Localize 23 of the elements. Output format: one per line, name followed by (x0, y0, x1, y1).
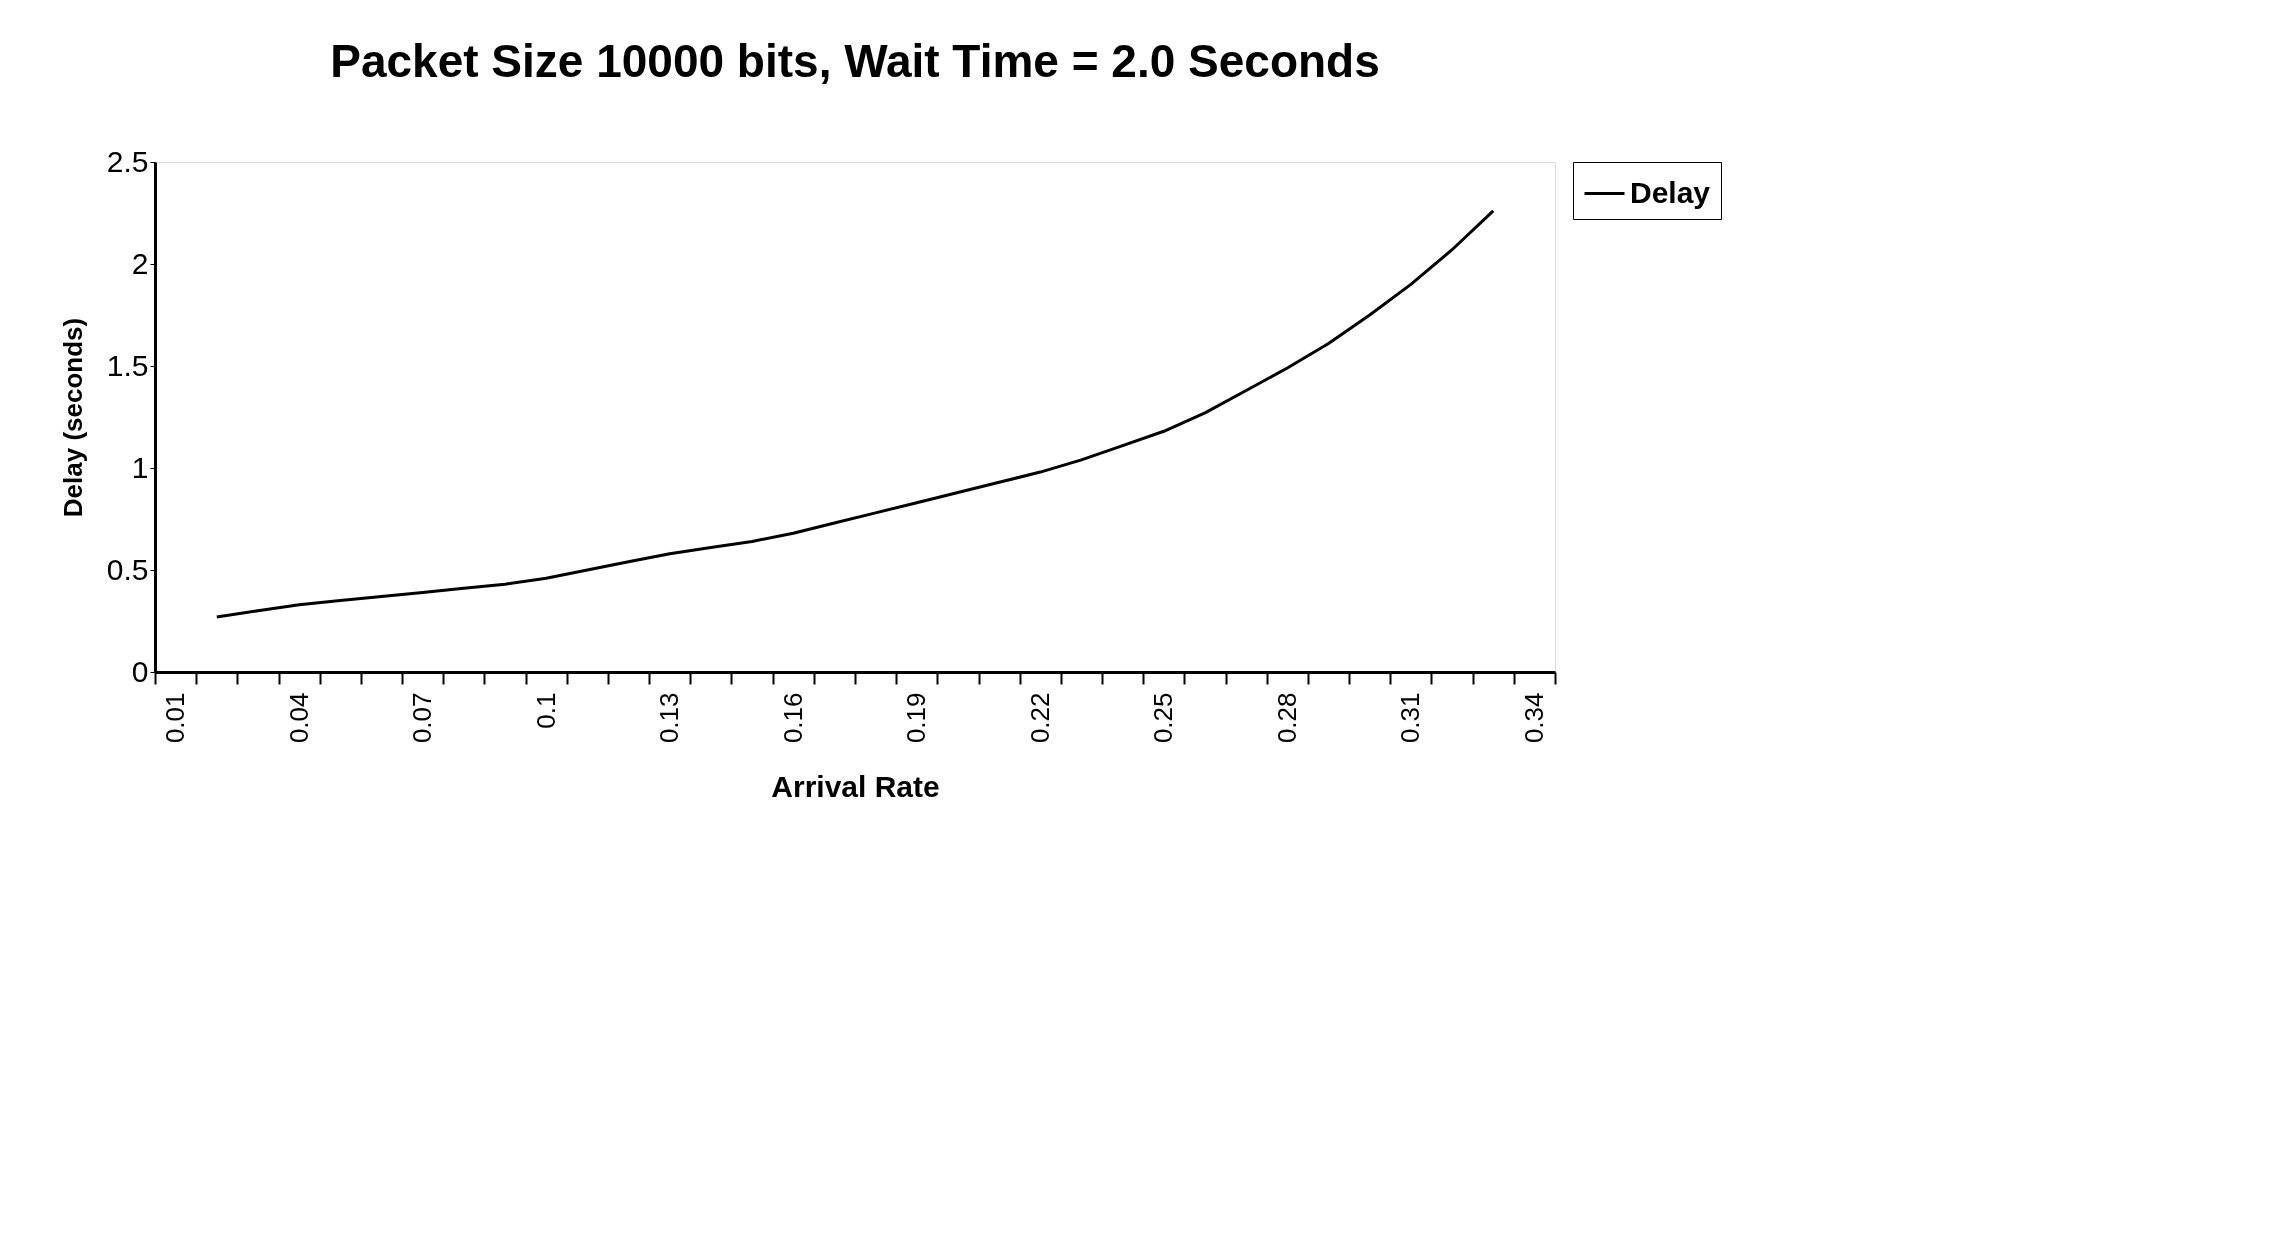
x-tick-label: 0.22 (1024, 692, 1055, 744)
y-tick-label: 0 (131, 654, 149, 688)
x-tick-label: 0.16 (777, 692, 808, 744)
x-tick-label: 0.31 (1395, 692, 1426, 744)
chart-title: Packet Size 10000 bits, Wait Time = 2.0 Seconds (330, 35, 1380, 87)
y-tick-label: 2.5 (106, 144, 149, 178)
x-tick-label: 0.34 (1518, 692, 1549, 744)
x-tick-label: 0.28 (1271, 692, 1302, 744)
x-tick-label: 0.13 (654, 692, 685, 744)
x-axis-title: Arrival Rate (771, 770, 940, 804)
x-tick-label: 0.04 (283, 692, 314, 744)
y-tick-label: 2 (131, 246, 149, 280)
x-tick-label: 0.07 (407, 692, 438, 744)
y-tick-label: 1.5 (106, 348, 149, 382)
line-series (215, 209, 1495, 619)
x-tick-label: 0.19 (901, 692, 932, 744)
y-tick-label: 0.5 (106, 552, 149, 586)
x-tick-label: 0.01 (160, 692, 191, 744)
y-axis-title: Delay (seconds) (57, 317, 88, 518)
y-tick-label: 1 (131, 450, 149, 484)
x-tick-label: 0.25 (1148, 692, 1179, 744)
legend-label: Delay (1630, 175, 1711, 209)
x-tick-label: 0.1 (530, 692, 561, 729)
